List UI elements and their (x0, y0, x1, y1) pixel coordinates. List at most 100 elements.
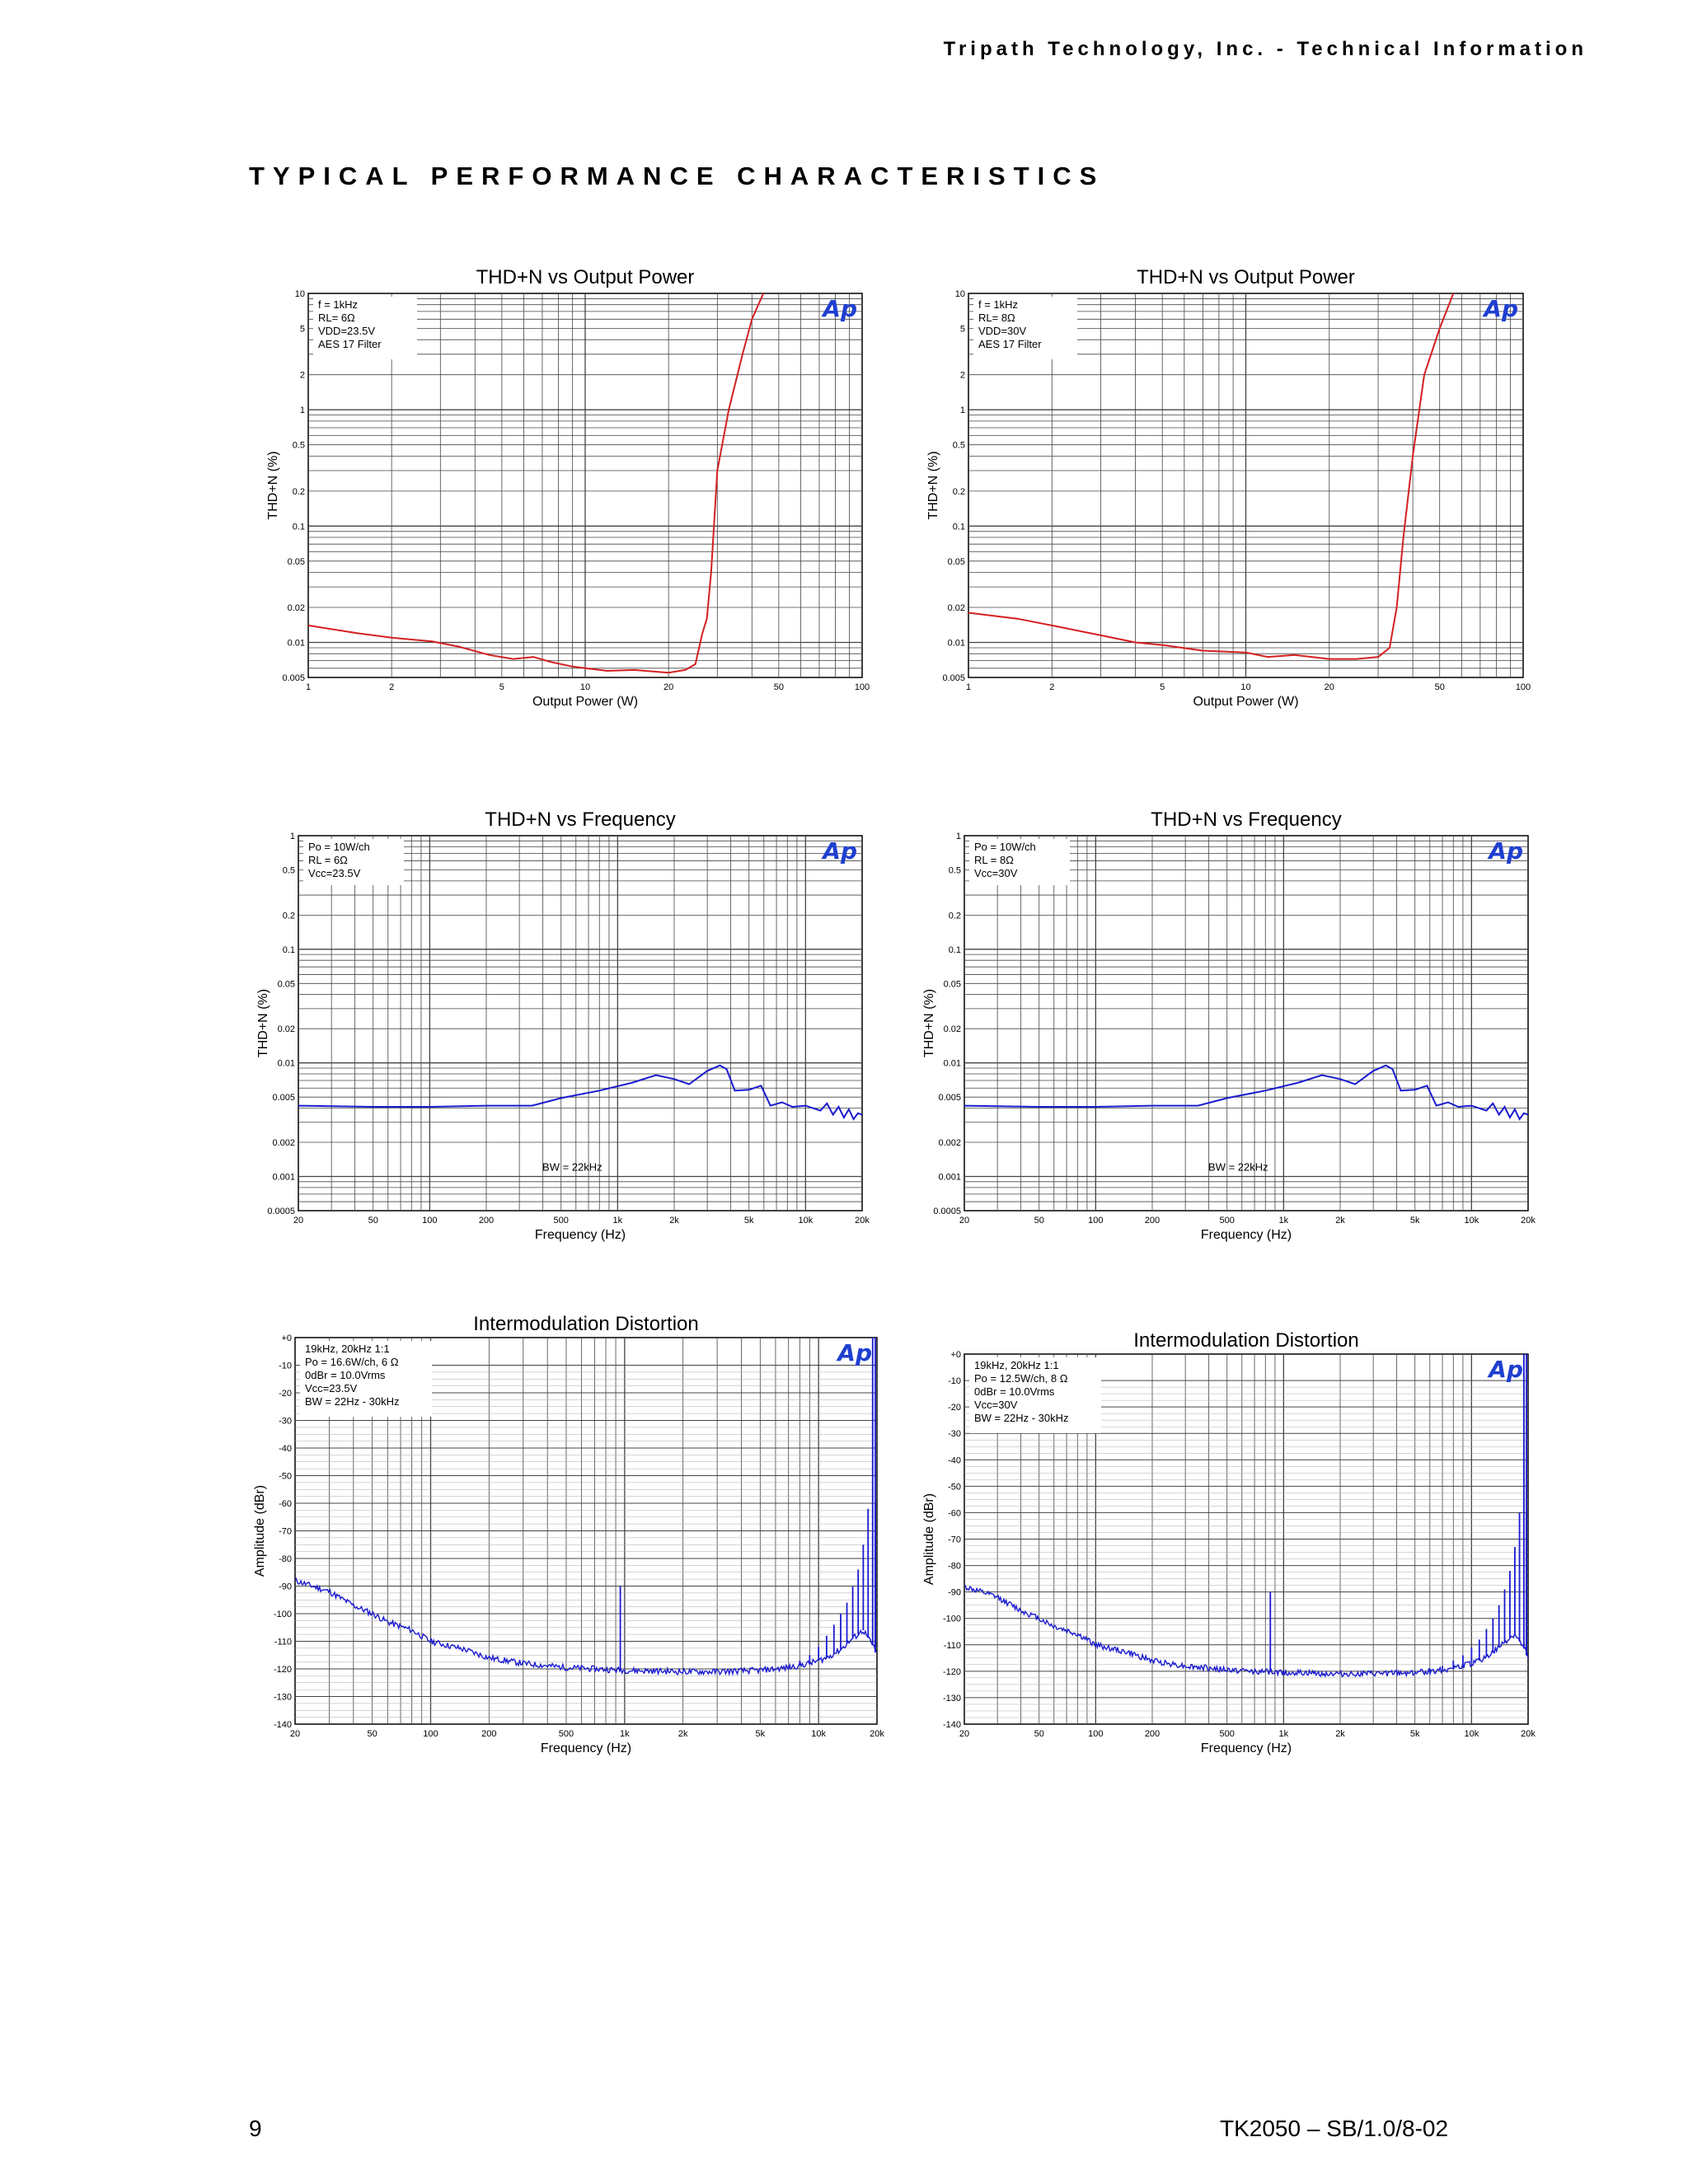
y-tick-label: 0.05 (288, 557, 305, 567)
y-tick-label: -20 (948, 1403, 961, 1413)
x-tick-label: 20 (290, 1729, 300, 1739)
x-tick-label: 10k (1464, 1729, 1479, 1739)
y-tick-label: 1 (956, 832, 961, 841)
x-tick-label: 500 (559, 1729, 574, 1739)
legend-text: Po = 16.6W/ch, 6 Ω (305, 1356, 399, 1368)
x-axis-label: Frequency (Hz) (1201, 1741, 1292, 1755)
x-tick-label: 50 (774, 682, 784, 692)
chart-title: THD+N vs Frequency (485, 808, 675, 831)
y-tick-label: -40 (948, 1455, 961, 1465)
y-tick-label: -50 (279, 1472, 292, 1482)
x-tick-label: 50 (1435, 682, 1445, 692)
x-tick-label: 2k (1335, 1216, 1345, 1226)
audio-precision-logo: Ap (821, 837, 857, 865)
y-tick-label: +0 (950, 1350, 961, 1360)
legend-text: AES 17 Filter (978, 338, 1042, 350)
x-tick-label: 100 (855, 682, 870, 692)
x-tick-label: 50 (368, 1729, 377, 1739)
x-axis-label: Output Power (W) (1193, 695, 1298, 709)
y-axis-label: Amplitude (dBr) (922, 1493, 936, 1585)
y-tick-label: 0.002 (938, 1138, 961, 1148)
legend-text: BW = 22Hz - 30kHz (974, 1412, 1069, 1424)
y-tick-label: -110 (274, 1638, 292, 1647)
y-tick-label: 2 (300, 371, 305, 381)
legend-text: AES 17 Filter (318, 338, 382, 350)
x-tick-label: 200 (1145, 1216, 1160, 1226)
y-tick-label: 0.0005 (267, 1207, 295, 1216)
y-tick-label: 0.1 (293, 522, 305, 532)
legend-text: f = 1kHz (318, 298, 358, 311)
y-tick-label: -50 (948, 1482, 961, 1492)
y-tick-label: 0.001 (272, 1173, 295, 1183)
x-tick-label: 1k (1279, 1216, 1289, 1226)
y-axis-label: THD+N (%) (266, 451, 280, 519)
y-axis-label: Amplitude (dBr) (253, 1485, 267, 1577)
x-tick-label: 5 (1160, 682, 1165, 692)
y-tick-label: -40 (279, 1444, 292, 1454)
legend-text: RL = 6Ω (308, 854, 348, 866)
x-tick-label: 10k (798, 1216, 813, 1226)
y-tick-label: 0.05 (278, 979, 295, 989)
legend-text: RL = 8Ω (974, 854, 1014, 866)
legend-text: Vcc=23.5V (308, 867, 361, 879)
y-tick-label: 0.01 (288, 639, 305, 649)
y-tick-label: 0.001 (938, 1173, 961, 1183)
document-id: TK2050 – SB/1.0/8-02 (1220, 2116, 1449, 2141)
y-tick-label: 0.5 (283, 865, 295, 875)
y-tick-label: 0.01 (944, 1059, 961, 1069)
legend-text: RL= 8Ω (978, 312, 1015, 324)
chart-title: Intermodulation Distortion (473, 1313, 698, 1335)
y-axis-label: THD+N (%) (922, 989, 936, 1057)
x-axis-label: Frequency (Hz) (541, 1741, 631, 1755)
series-line (307, 293, 765, 674)
x-tick-label: 100 (1088, 1729, 1103, 1739)
y-tick-label: -120 (943, 1667, 961, 1677)
legend-text: VDD=30V (978, 325, 1026, 337)
x-tick-label: 1 (966, 682, 971, 692)
y-tick-label: 0.5 (293, 441, 305, 451)
x-tick-label: 100 (1516, 682, 1531, 692)
chart-title: THD+N vs Output Power (476, 266, 695, 288)
y-tick-label: 0.2 (953, 487, 965, 497)
x-tick-label: 1k (613, 1216, 623, 1226)
y-tick-label: -100 (274, 1610, 292, 1619)
legend-text: 0dBr = 10.0Vrms (305, 1369, 386, 1381)
y-tick-label: 0.02 (948, 603, 965, 613)
legend-box (303, 839, 404, 885)
legend-text: 0dBr = 10.0Vrms (974, 1385, 1055, 1398)
x-tick-label: 5k (1410, 1216, 1420, 1226)
legend-text: 19kHz, 20kHz 1:1 (305, 1343, 390, 1355)
x-tick-label: 50 (1034, 1216, 1044, 1226)
x-tick-label: 20k (870, 1729, 884, 1739)
chart-title: THD+N vs Output Power (1137, 266, 1355, 288)
audio-precision-logo: Ap (1487, 837, 1523, 865)
y-tick-label: 0.5 (949, 865, 961, 875)
y-tick-label: 0.02 (278, 1024, 295, 1034)
y-tick-label: 0.2 (293, 487, 305, 497)
y-tick-label: -90 (279, 1582, 292, 1592)
audio-precision-logo: Ap (836, 1339, 872, 1366)
y-tick-label: 0.005 (282, 673, 305, 683)
y-tick-label: -10 (279, 1361, 292, 1371)
y-tick-label: -130 (274, 1693, 292, 1703)
x-tick-label: 20 (1325, 682, 1334, 692)
y-tick-label: -10 (948, 1376, 961, 1386)
x-tick-label: 50 (1034, 1729, 1044, 1739)
x-tick-label: 10k (811, 1729, 826, 1739)
y-tick-label: 5 (960, 324, 965, 334)
legend-text: Po = 12.5W/ch, 8 Ω (974, 1372, 1068, 1385)
legend-text: 19kHz, 20kHz 1:1 (974, 1359, 1059, 1371)
x-axis-label: Frequency (Hz) (535, 1228, 626, 1242)
y-tick-label: 0.005 (938, 1093, 961, 1103)
x-tick-label: 5k (1410, 1729, 1420, 1739)
x-tick-label: 100 (1088, 1216, 1103, 1226)
y-tick-label: 5 (300, 324, 305, 334)
y-tick-label: -140 (274, 1720, 292, 1730)
x-tick-label: 500 (554, 1216, 569, 1226)
